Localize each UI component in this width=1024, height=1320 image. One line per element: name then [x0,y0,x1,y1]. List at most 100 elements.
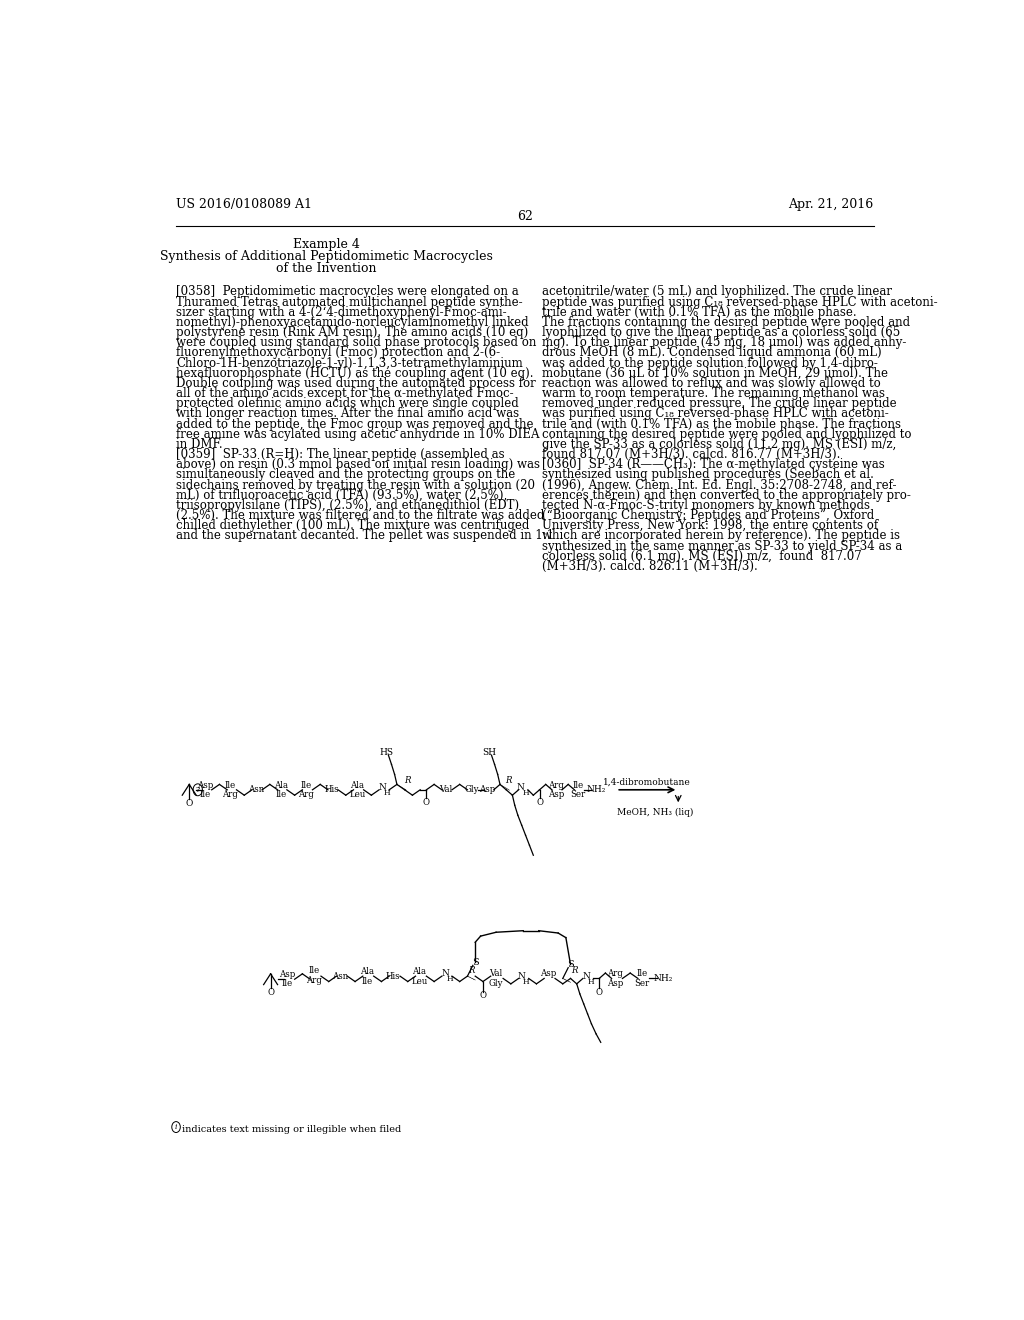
Text: NH₂: NH₂ [653,974,673,983]
Text: Asp: Asp [540,969,556,978]
Text: Arg: Arg [298,789,314,799]
Text: N: N [517,783,525,792]
Text: Arg: Arg [548,780,564,789]
Text: give the SP-33 as a colorless solid (11.2 mg). MS (ESI) m/z,: give the SP-33 as a colorless solid (11.… [542,438,896,451]
Text: (“Bioorganic Chemistry: Peptides and Proteins”, Oxford: (“Bioorganic Chemistry: Peptides and Pro… [542,510,874,521]
Text: drous MeOH (8 mL). Condensed liquid ammonia (60 mL): drous MeOH (8 mL). Condensed liquid ammo… [542,346,882,359]
Text: ?: ? [196,785,200,793]
Text: erences therein) and then converted to the appropriately pro-: erences therein) and then converted to t… [542,488,910,502]
Text: Ile: Ile [361,977,373,986]
Text: simultaneously cleaved and the protecting groups on the: simultaneously cleaved and the protectin… [176,469,515,482]
Text: Ala: Ala [359,968,374,975]
Text: SH: SH [482,747,497,756]
Text: Arg: Arg [222,789,239,799]
Text: Gly: Gly [464,785,478,795]
Text: all of the amino acids except for the α-methylated Fmoc-: all of the amino acids except for the α-… [176,387,514,400]
Text: Synthesis of Additional Peptidomimetic Macrocycles: Synthesis of Additional Peptidomimetic M… [160,251,493,264]
Text: i: i [175,1123,177,1131]
Text: Leu: Leu [412,977,428,986]
Text: was added to the peptide solution followed by 1,4-dibro-: was added to the peptide solution follow… [542,356,878,370]
Text: was purified using C₁₈ reversed-phase HPLC with acetoni-: was purified using C₁₈ reversed-phase HP… [542,408,889,420]
Text: N: N [518,972,525,981]
Text: trile and water (with 0.1% TFA) as the mobile phase.: trile and water (with 0.1% TFA) as the m… [542,306,856,318]
Text: Asn: Asn [332,972,348,981]
Text: free amine was acylated using acetic anhydride in 10% DIEA: free amine was acylated using acetic anh… [176,428,540,441]
Text: lyophilized to give the linear peptide as a colorless solid (65: lyophilized to give the linear peptide a… [542,326,900,339]
Text: warm to room temperature. The remaining methanol was: warm to room temperature. The remaining … [542,387,885,400]
Text: mobutane (36 μL of 10% solution in MeOH, 29 μmol). The: mobutane (36 μL of 10% solution in MeOH,… [542,367,888,380]
Text: Leu: Leu [349,789,366,799]
Text: HS: HS [379,747,393,756]
Text: O: O [596,987,603,997]
Text: containing the desired peptide were pooled and lyophilized to: containing the desired peptide were pool… [542,428,911,441]
Text: nomethyl)-phenoxyacetamido-norleucylaminomethyl linked: nomethyl)-phenoxyacetamido-norleucylamin… [176,315,528,329]
Text: (2.5%). The mixture was filtered and to the filtrate was added: (2.5%). The mixture was filtered and to … [176,510,545,521]
Text: acetonitrile/water (5 mL) and lyophilized. The crude linear: acetonitrile/water (5 mL) and lyophilize… [542,285,892,298]
Text: O: O [423,797,430,807]
Text: Ile: Ile [572,780,584,789]
Text: 62: 62 [517,210,532,223]
Text: NH₂: NH₂ [587,785,606,795]
Text: polystyrene resin (Rink AM resin). The amino acids (10 eq): polystyrene resin (Rink AM resin). The a… [176,326,528,339]
Text: R: R [468,966,474,975]
Text: Double coupling was used during the automated process for: Double coupling was used during the auto… [176,378,536,389]
Text: Ile: Ile [301,780,312,789]
Text: 1,4-dibromobutane: 1,4-dibromobutane [603,777,691,787]
Text: Ile: Ile [200,789,211,799]
Text: added to the peptide, the Fmoc group was removed and the: added to the peptide, the Fmoc group was… [176,417,534,430]
Text: H: H [384,789,390,797]
Text: reaction was allowed to reflux and was slowly allowed to: reaction was allowed to reflux and was s… [542,378,881,389]
Text: Ala: Ala [273,780,288,789]
Text: Asp: Asp [280,970,296,979]
Text: synthesized in the same manner as SP-33 to yield SP-34 as a: synthesized in the same manner as SP-33 … [542,540,902,553]
Text: were coupled using standard solid phase protocols based on: were coupled using standard solid phase … [176,337,537,350]
Text: Gly: Gly [488,979,503,989]
Text: S: S [567,960,573,969]
Text: H: H [523,978,529,986]
Text: colorless solid (6.1 mg). MS (ESI) m/z,  found  817.07: colorless solid (6.1 mg). MS (ESI) m/z, … [542,549,861,562]
Text: O: O [185,799,193,808]
Text: US 2016/0108089 A1: US 2016/0108089 A1 [176,198,312,211]
Text: Ser: Ser [570,789,586,799]
Text: indicates text missing or illegible when filed: indicates text missing or illegible when… [182,1125,401,1134]
Text: with longer reaction times. After the final amino acid was: with longer reaction times. After the fi… [176,408,519,420]
Text: Ile: Ile [282,979,293,989]
Text: O: O [536,797,543,807]
Text: chilled diethylether (100 mL). The mixture was centrifuged: chilled diethylether (100 mL). The mixtu… [176,519,529,532]
Text: (1996), Angew. Chem. Int. Ed. Engl. 35:2708-2748, and ref-: (1996), Angew. Chem. Int. Ed. Engl. 35:2… [542,479,896,491]
Text: N: N [441,969,449,978]
Text: Ala: Ala [413,968,426,975]
Text: Chloro-1H-benzotriazole-1-yl)-1,1,3,3-tetramethylaminium: Chloro-1H-benzotriazole-1-yl)-1,1,3,3-te… [176,356,523,370]
Text: R: R [403,776,411,785]
Text: H: H [588,978,594,986]
Text: Ile: Ile [636,969,647,978]
Text: peptide was purified using C₁₈ reversed-phase HPLC with acetoni-: peptide was purified using C₁₈ reversed-… [542,296,938,309]
Text: [0360]  SP-34 (R——CH₃): The α-methylated cysteine was: [0360] SP-34 (R——CH₃): The α-methylated … [542,458,885,471]
Text: Val: Val [439,785,453,795]
Text: hexafluorophosphate (HCTU) as the coupling agent (10 eq).: hexafluorophosphate (HCTU) as the coupli… [176,367,534,380]
Text: Asn: Asn [248,785,264,795]
Text: Asp: Asp [479,785,496,795]
Text: mL) of trifluoroacetic acid (TFA) (93.5%), water (2.5%),: mL) of trifluoroacetic acid (TFA) (93.5%… [176,488,507,502]
Text: The fractions containing the desired peptide were pooled and: The fractions containing the desired pep… [542,315,910,329]
Text: sizer starting with a 4-(2‘4-dimethoxyphenyl-Fmoc-ami-: sizer starting with a 4-(2‘4-dimethoxyph… [176,306,507,318]
Text: protected olefinic amino acids which were single coupled: protected olefinic amino acids which wer… [176,397,519,411]
Text: Asp: Asp [548,789,564,799]
Text: N: N [582,972,590,981]
Text: Arg: Arg [306,977,322,985]
Text: O: O [267,987,274,997]
Text: University Press, New York: 1998, the entire contents of: University Press, New York: 1998, the en… [542,519,878,532]
Text: [0358]  Peptidomimetic macrocycles were elongated on a: [0358] Peptidomimetic macrocycles were e… [176,285,519,298]
Text: Ile: Ile [275,789,287,799]
Text: above) on resin (0.3 mmol based on initial resin loading) was: above) on resin (0.3 mmol based on initi… [176,458,540,471]
Text: H: H [446,975,453,983]
Text: and the supernatant decanted. The pellet was suspended in 1:1: and the supernatant decanted. The pellet… [176,529,554,543]
Text: Asp: Asp [607,978,624,987]
Text: triisopropylsilane (TIPS), (2.5%), and ethanedithiol (EDT): triisopropylsilane (TIPS), (2.5%), and e… [176,499,519,512]
Text: S: S [472,958,478,966]
Text: His: His [386,972,400,981]
Text: [0359]  SP-33 (R=H): The linear peptide (assembled as: [0359] SP-33 (R=H): The linear peptide (… [176,447,505,461]
Text: of the Invention: of the Invention [276,261,377,275]
Text: which are incorporated herein by reference). The peptide is: which are incorporated herein by referen… [542,529,900,543]
Text: N: N [378,783,386,792]
